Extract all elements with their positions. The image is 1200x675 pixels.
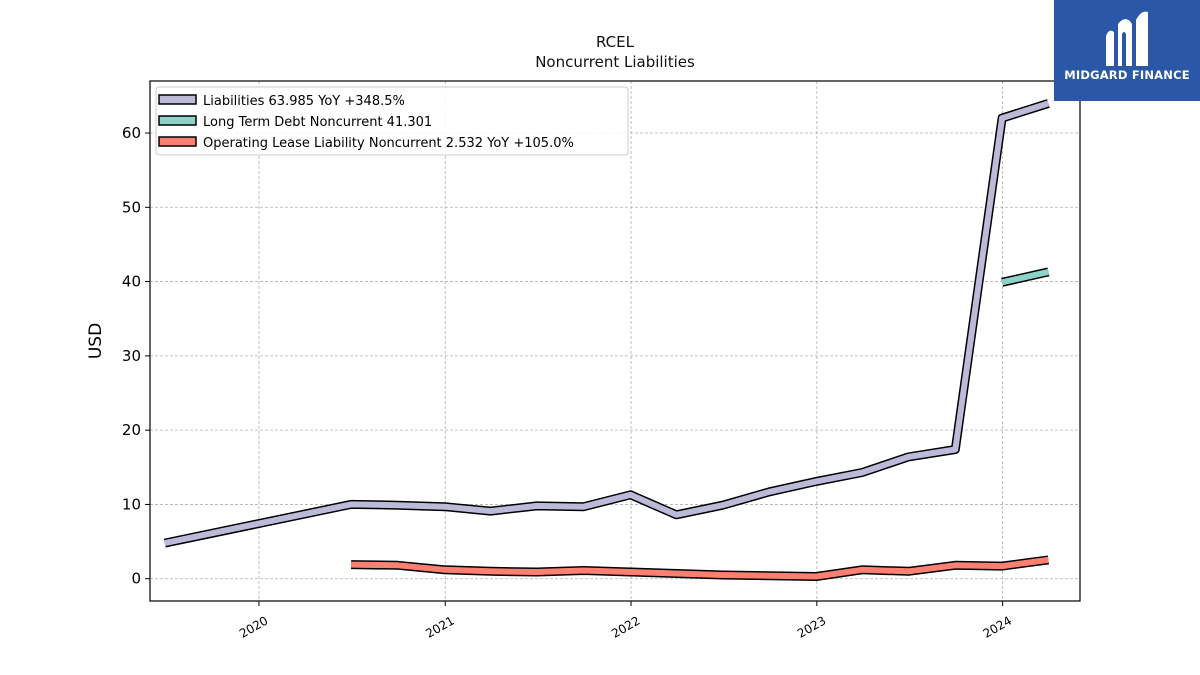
series-line-liabilities — [164, 100, 1050, 547]
legend-swatch — [158, 94, 197, 105]
brand-logo: MIDGARD FINANCE — [1054, 0, 1200, 101]
legend-label: Long Term Debt Noncurrent 41.301 — [203, 115, 432, 130]
legend: Liabilities 63.985 YoY +348.5% Long Term … — [155, 86, 629, 156]
x-tick-label: 2024 — [981, 613, 1014, 640]
x-tick-label: 2020 — [237, 613, 270, 640]
series-line-long-term-debt-noncurrent — [1001, 268, 1050, 286]
y-tick-label: 10 — [122, 495, 141, 513]
series-outline-liabilities — [163, 99, 1050, 548]
y-tick-label: 30 — [122, 347, 141, 365]
x-tick-label: 2023 — [795, 613, 828, 640]
series-layer — [163, 99, 1050, 581]
axis-ticks: 0 10 20 30 40 50 60 2020 2021 2022 2023 2024 — [122, 124, 1014, 641]
brand-mark-icon — [1106, 11, 1148, 67]
y-tick-label: 0 — [131, 570, 141, 588]
y-tick-label: 50 — [122, 198, 141, 216]
grid-lines — [150, 81, 1080, 601]
legend-swatch — [158, 115, 197, 126]
legend-box — [155, 86, 629, 156]
legend-swatch — [158, 136, 197, 147]
y-tick-label: 60 — [122, 124, 141, 142]
y-tick-label: 20 — [122, 421, 141, 439]
plot-frame — [149, 80, 1081, 602]
chart-title: RCEL — [596, 33, 634, 51]
chart-subtitle: Noncurrent Liabilities — [535, 53, 695, 71]
y-tick-label: 40 — [122, 273, 141, 291]
x-tick-label: 2022 — [609, 613, 642, 640]
series-line-operating-lease-liability-noncurrent — [351, 556, 1049, 580]
y-axis-label: USD — [86, 323, 106, 359]
legend-label: Liabilities 63.985 YoY +348.5% — [203, 94, 405, 109]
brand-name: MIDGARD FINANCE — [1064, 68, 1190, 82]
x-tick-label: 2021 — [423, 613, 456, 640]
legend-label: Operating Lease Liability Noncurrent 2.5… — [203, 136, 574, 151]
